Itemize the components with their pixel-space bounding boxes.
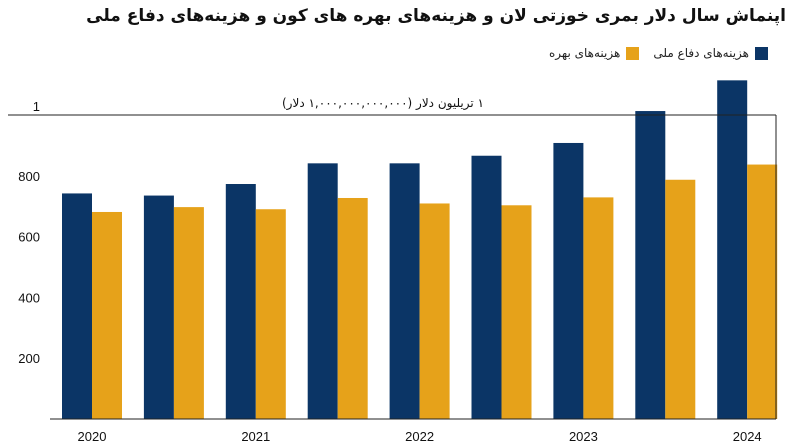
legend-swatch-interest bbox=[626, 46, 640, 60]
bar-interest-2 bbox=[255, 209, 286, 419]
bar-interest-3 bbox=[337, 197, 368, 419]
legend: هزینه‌های دفاع ملی هزینه‌های بهره bbox=[549, 46, 768, 60]
legend-label-defense: هزینه‌های دفاع ملی bbox=[653, 46, 749, 60]
bar-interest-4 bbox=[419, 203, 450, 419]
x-tick-label-2022: 2022 bbox=[405, 429, 434, 444]
chart-title: اپنماش سال دلار بمری خوزتی لان و هزینه‌ه… bbox=[86, 6, 786, 26]
bar-interest-6 bbox=[583, 197, 614, 419]
y-tick-label-800: 800 bbox=[18, 169, 40, 184]
bar-defense-6 bbox=[553, 142, 584, 419]
x-tick-label-2021: 2021 bbox=[241, 429, 270, 444]
y-tick-label-400: 400 bbox=[18, 290, 40, 305]
bar-defense-0 bbox=[62, 193, 92, 419]
legend-item-defense: هزینه‌های دفاع ملی bbox=[653, 46, 768, 60]
bar-interest-5 bbox=[501, 205, 532, 419]
x-tick-label-2023: 2023 bbox=[569, 429, 598, 444]
legend-label-interest: هزینه‌های بهره bbox=[549, 46, 621, 60]
y-tick-label-200: 200 bbox=[18, 351, 40, 366]
bar-interest-8 bbox=[747, 164, 778, 419]
bar-interest-1 bbox=[173, 207, 204, 419]
bar-defense-4 bbox=[389, 163, 420, 419]
bar-defense-8 bbox=[717, 80, 748, 420]
x-tick-label-2020: 2020 bbox=[78, 429, 107, 444]
bar-interest-0 bbox=[92, 211, 122, 419]
reference-line-label: ۱ تریلیون دلار (۱,۰۰۰,۰۰۰,۰۰۰,۰۰۰ دلار) bbox=[282, 96, 484, 111]
bar-defense-7 bbox=[635, 111, 666, 419]
bar-defense-1 bbox=[143, 195, 174, 419]
bar-defense-5 bbox=[471, 155, 502, 419]
y-tick-label-1000: 1 bbox=[33, 99, 40, 114]
x-tick-label-2024: 2024 bbox=[733, 429, 762, 444]
legend-swatch-defense bbox=[755, 46, 768, 60]
bar-defense-2 bbox=[225, 184, 256, 419]
bar-defense-3 bbox=[307, 163, 338, 419]
bar-interest-7 bbox=[665, 179, 696, 419]
legend-item-interest: هزینه‌های بهره bbox=[549, 46, 640, 60]
y-tick-label-600: 600 bbox=[18, 230, 40, 245]
